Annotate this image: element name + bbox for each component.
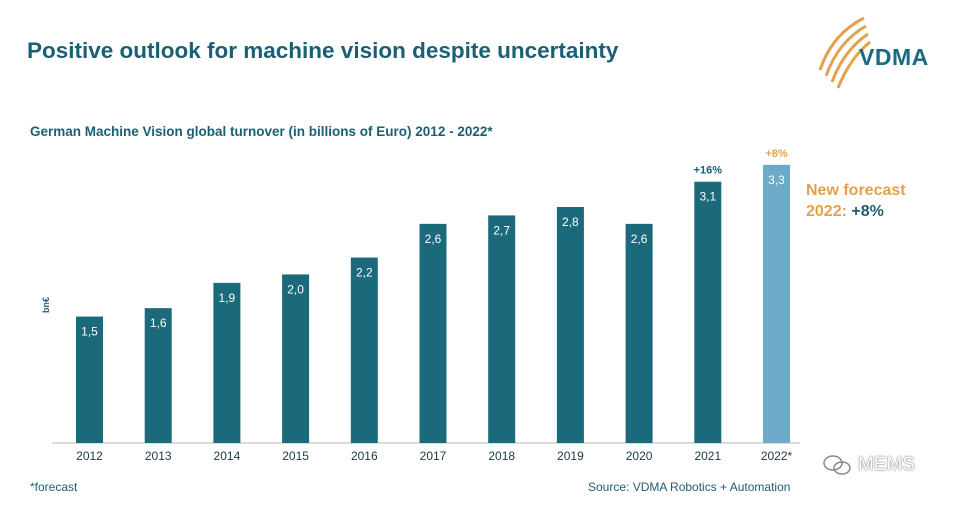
- data-label-2020: 2,6: [631, 232, 648, 246]
- x-tick-label-2012: 2012: [76, 449, 103, 463]
- data-label-2018: 2,7: [493, 223, 510, 237]
- data-label-2016: 2,2: [356, 266, 373, 280]
- bar-2020: [625, 223, 653, 443]
- bar-2013: [144, 308, 172, 443]
- bar-2016: [350, 257, 378, 443]
- chat-bubble-icon: [823, 455, 851, 475]
- x-tick-label-2021: 2021: [694, 449, 721, 463]
- x-tick-label-2022-forecast: 2022*: [761, 449, 793, 463]
- forecast-note-line1: New forecast: [806, 182, 906, 199]
- data-label-2013: 1,6: [150, 316, 167, 330]
- bar-2022-forecast: [763, 164, 790, 443]
- growth-annotation-2022-forecast: +8%: [765, 148, 788, 160]
- data-label-2021: 3,1: [699, 190, 716, 204]
- x-tick-label-2015: 2015: [282, 449, 309, 463]
- forecast-note-value: +8%: [851, 203, 884, 220]
- data-label-2017: 2,6: [425, 232, 442, 246]
- bar-2015: [282, 274, 310, 443]
- x-tick-label-2013: 2013: [145, 449, 172, 463]
- data-label-2012: 1,5: [81, 325, 98, 339]
- vdma-logo: VDMA: [812, 12, 947, 94]
- bar-2019: [556, 207, 584, 443]
- forecast-note: New forecast 2022: +8%: [806, 180, 906, 222]
- logo-arc-icon: [818, 16, 871, 89]
- growth-annotation-2021: +16%: [694, 165, 723, 177]
- chart-title: German Machine Vision global turnover (i…: [30, 124, 493, 139]
- watermark: MEMS: [822, 453, 915, 477]
- logo-text: VDMA: [859, 44, 929, 70]
- data-label-2015: 2,0: [287, 282, 304, 296]
- data-label-2014: 1,9: [219, 291, 236, 305]
- x-tick-label-2019: 2019: [557, 449, 584, 463]
- page-title: Positive outlook for machine vision desp…: [27, 38, 619, 63]
- source-note: Source: VDMA Robotics + Automation: [588, 480, 791, 494]
- x-tick-label-2020: 2020: [626, 449, 653, 463]
- bar-2021: [694, 181, 722, 443]
- x-tick-label-2016: 2016: [351, 449, 378, 463]
- forecast-note-year: 2022:: [806, 203, 852, 220]
- x-tick-label-2017: 2017: [420, 449, 447, 463]
- x-tick-label-2014: 2014: [214, 449, 241, 463]
- bar-2018: [488, 215, 516, 443]
- footnote: *forecast: [30, 480, 78, 494]
- x-tick-label-2018: 2018: [488, 449, 515, 463]
- data-label-2022-forecast: 3,3: [768, 173, 785, 187]
- bar-2017: [419, 223, 447, 443]
- data-label-2019: 2,8: [562, 215, 579, 229]
- watermark-text: MEMS: [858, 454, 915, 475]
- bar-2012: [76, 316, 103, 443]
- bar-2014: [213, 282, 241, 443]
